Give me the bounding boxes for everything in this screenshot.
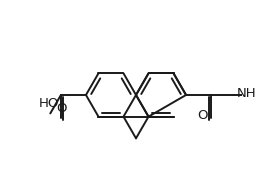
- Text: O: O: [56, 102, 67, 115]
- Text: O: O: [197, 109, 208, 122]
- Text: NH: NH: [237, 87, 256, 100]
- Text: HO: HO: [38, 97, 59, 110]
